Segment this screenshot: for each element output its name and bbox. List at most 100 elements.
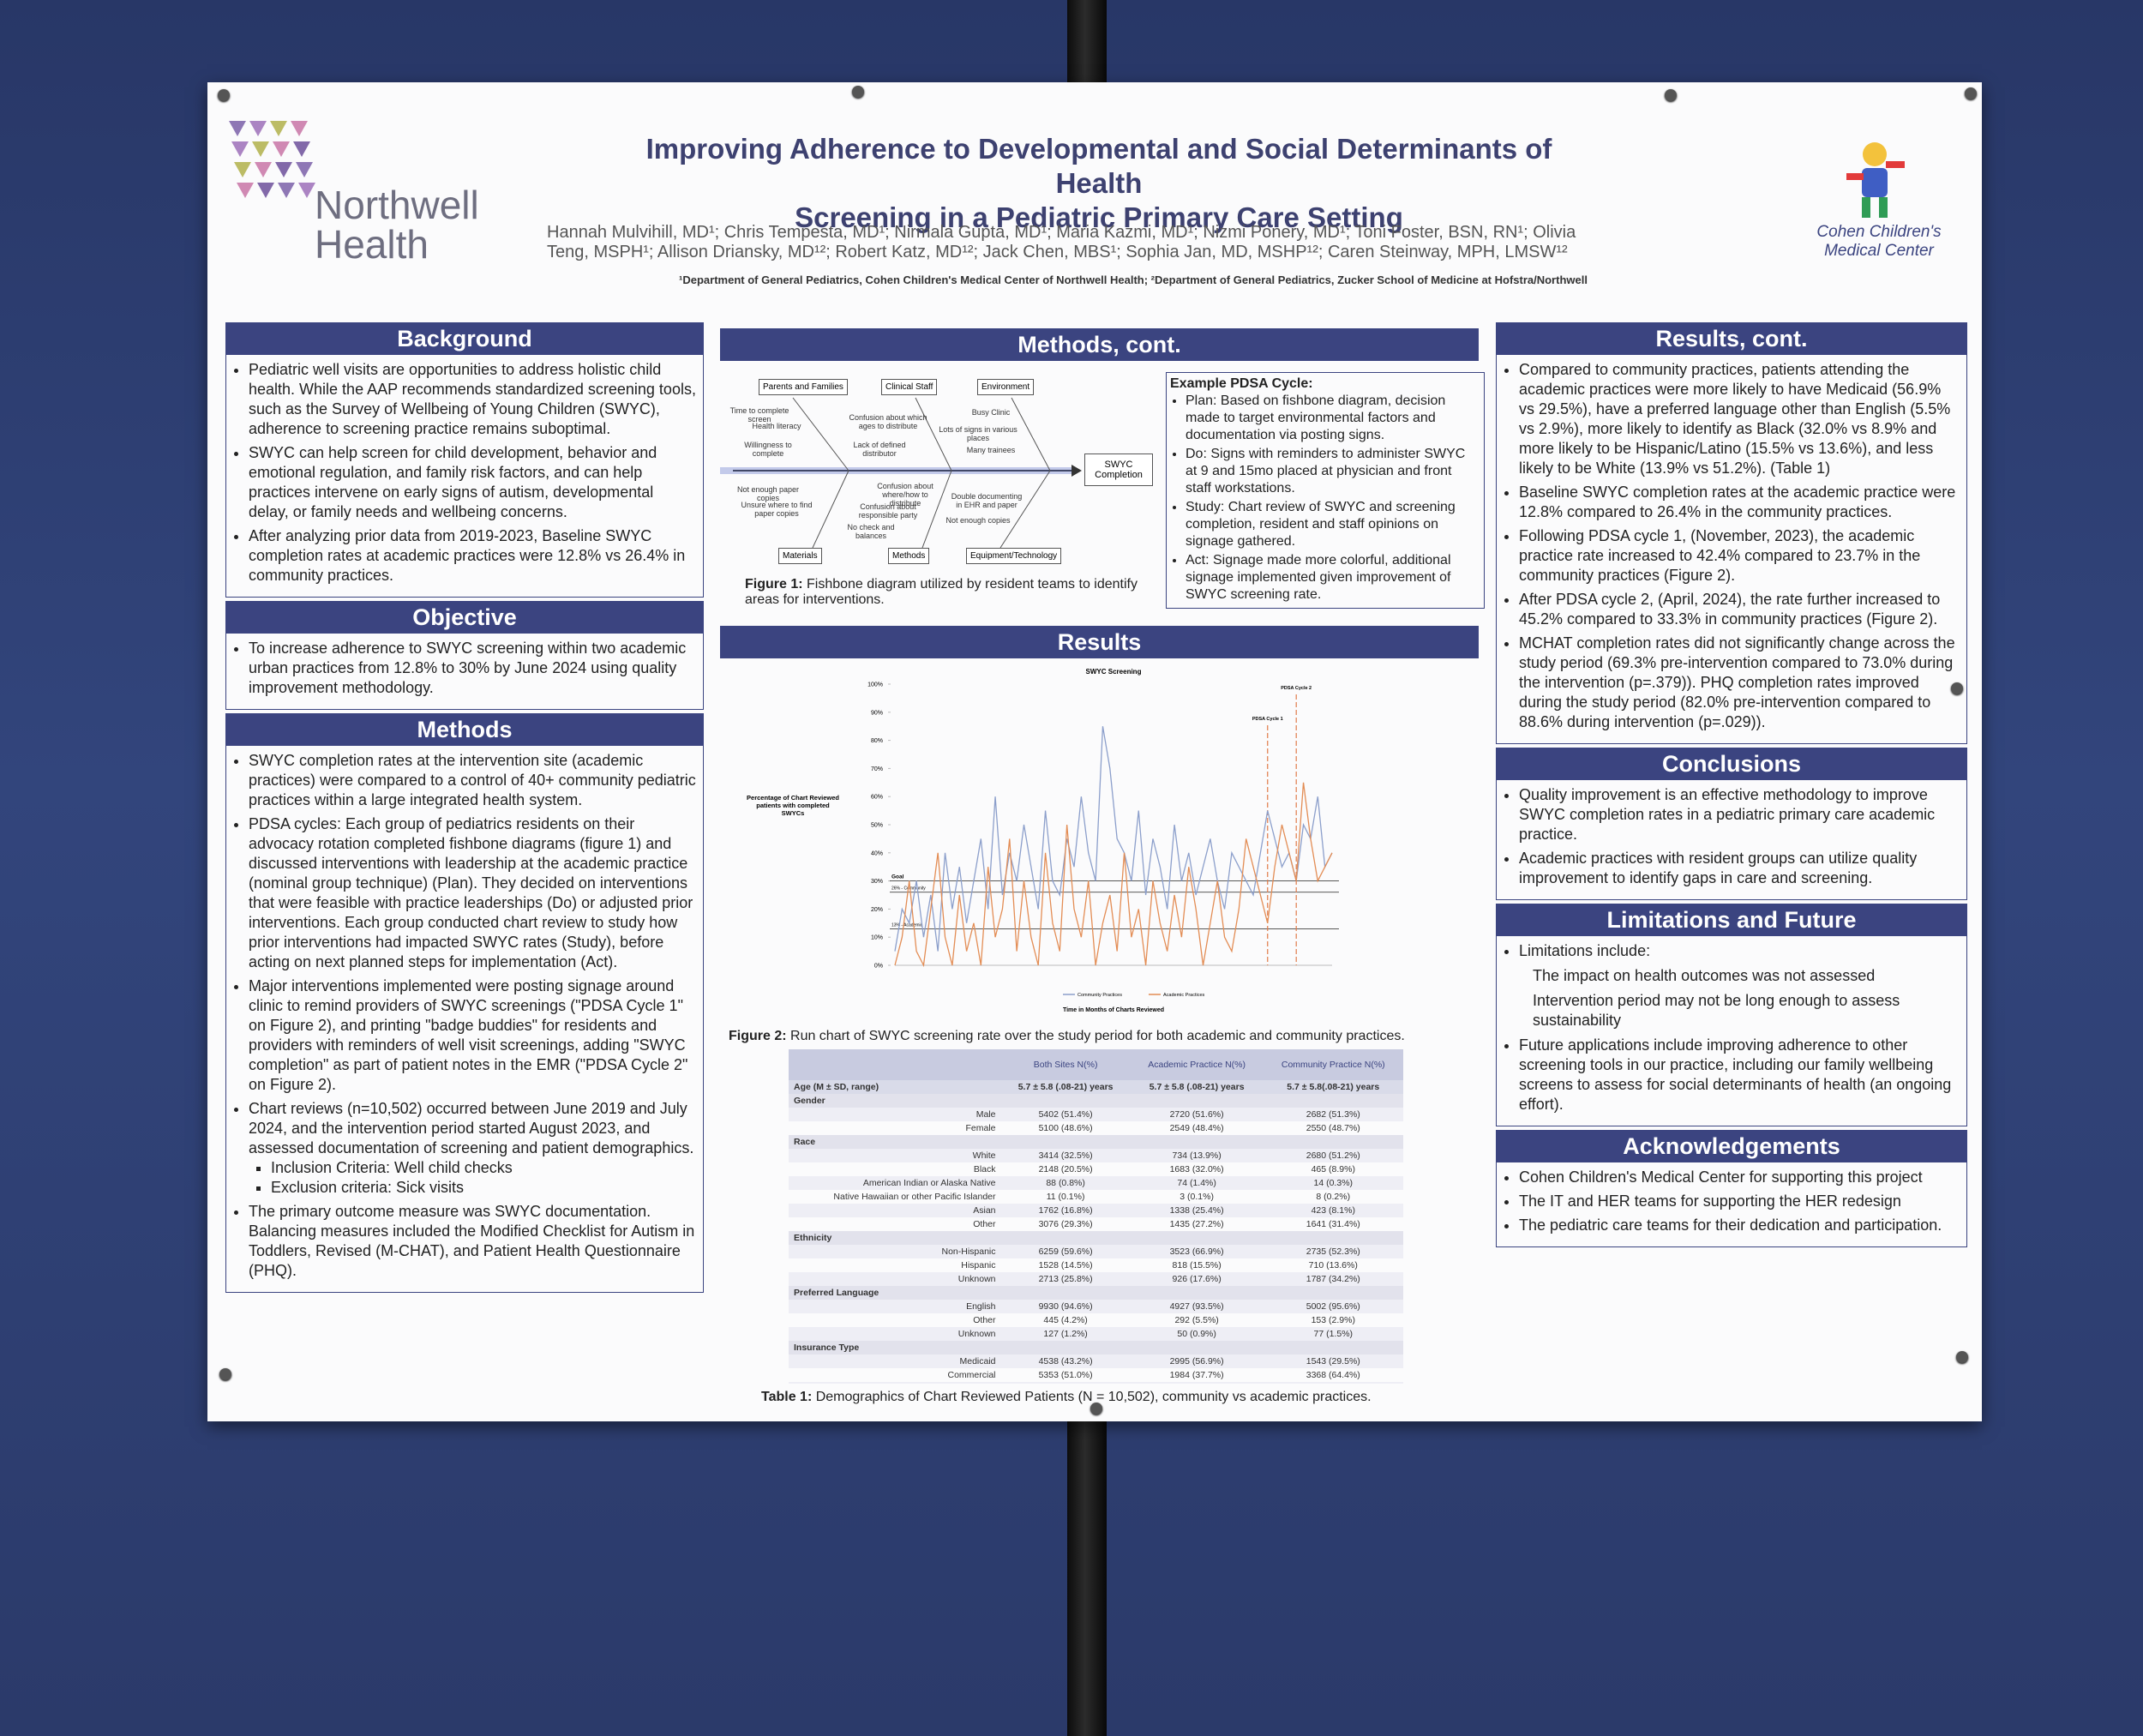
y-tick-label: 0% [874,964,883,970]
pdsa-heading: Example PDSA Cycle: [1170,376,1313,391]
cell: 734 (13.9%) [1172,1150,1222,1161]
table-row: Unknown 2713 (25.8%) 926 (17.6%) 1787 (34.2… [789,1272,1403,1286]
arrow-head [1072,465,1082,477]
cell: 818 (15.5%) [1172,1260,1222,1270]
logo-left: Northwell Health [315,185,479,264]
table-1: Both Sites N(%) Academic Practice N(%) Com… [789,1049,1403,1384]
fishbone-head: SWYC Completion [1084,454,1153,486]
cell: Female [965,1123,996,1133]
section-body: To increase adherence to SWYC screening … [225,634,704,710]
cell: 710 (13.6%) [1308,1260,1358,1270]
pin [219,1368,231,1380]
cell: Unknown [957,1329,996,1339]
cell: Commercial [947,1370,996,1380]
logo-triangle [231,141,249,157]
fishbone-category: Parents and Families [759,379,848,395]
cell: 1762 (16.8%) [1038,1205,1093,1216]
group-row: Insurance Type [789,1341,1403,1355]
author-line: Teng, MSPH¹; Allison Driansky, MD¹²; Rob… [547,243,1568,261]
poster: Northwell Health Improving Adherence to … [207,82,1982,1421]
y-tick-label: 40% [871,850,883,856]
pin [1951,682,1963,694]
pin [1090,1403,1102,1415]
cell: 4927 (93.5%) [1169,1301,1224,1312]
section-heading: Results [720,626,1479,658]
bullet-list: Plan: Based on fishbone diagram, decisio… [1170,393,1480,604]
section-heading: Background [225,322,704,355]
bullet: Chart reviews (n=10,502) occurred betwee… [249,1099,696,1198]
logo-triangle [257,183,274,198]
cell: 8 (0.2%) [1316,1192,1351,1202]
pin [218,89,230,101]
pdsa-label: PDSA Cycle 2 [1281,686,1312,691]
y-tick-label: 70% [871,766,883,772]
table-row: Native Hawaiian or other Pacific Islande… [789,1190,1403,1204]
group-name: Insurance Type [789,1341,1403,1355]
fishbone-category: Materials [778,548,822,564]
age-row: Age (M ± SD, range) 5.7 ± 5.8 (.08-21) ye… [789,1080,1403,1094]
cell: 5402 (51.4%) [1038,1109,1093,1120]
section-body: Pediatric well visits are opportunities … [225,355,704,598]
logo-triangle [270,121,287,136]
table-row: Other603 (5.7%)285 (5.4%)318 (6.1%) [789,1382,1403,1384]
cell: 5.7 ± 5.8(.08-21) years [1263,1080,1403,1094]
cell: 2713 (25.8%) [1038,1274,1093,1284]
table-row: Hispanic 1528 (14.5%) 818 (15.5%) 710 (13.6… [789,1258,1403,1272]
cell: 9930 (94.6%) [1038,1301,1093,1312]
left-column: Background Pediatric well visits are oppo… [225,322,704,1401]
group-row: Ethnicity [789,1231,1403,1245]
section-heading: Conclusions [1496,748,1967,780]
group-name: Ethnicity [789,1231,1403,1245]
shape [1846,173,1864,180]
bullet: Future applications include improving ad… [1519,1036,1960,1114]
caption-text: Fishbone diagram utilized by resident te… [745,577,1138,607]
logo-right: Cohen Children's Medical Center [1793,223,1965,261]
table-row: Non-Hispanic 6259 (59.6%) 3523 (66.9%) 2735… [789,1245,1403,1258]
legend-label: Academic Practices [1163,993,1205,998]
pin [1965,87,1977,99]
fishbone-lines [720,397,1082,549]
bullet: Academic practices with resident groups … [1519,849,1960,888]
figure-caption: Figure 1: Fishbone diagram utilized by r… [745,577,1156,608]
figure-caption: Figure 2: Run chart of SWYC screening ra… [729,1029,1483,1044]
group-name: Race [789,1135,1403,1149]
y-tick-label: 80% [871,738,883,744]
cell: 1435 (27.2%) [1169,1219,1224,1229]
table-row: Other 3076 (29.3%) 1435 (27.2%) 1641 (31.4%… [789,1217,1403,1231]
cell: 5.7 ± 5.8 (.08-21) years [1130,1080,1264,1094]
cell: Age (M ± SD, range) [789,1080,1001,1094]
pin [852,86,864,98]
cell: 127 (1.2%) [1043,1329,1088,1339]
cell: 2549 (48.4%) [1169,1123,1224,1133]
bullet: Study: Chart review of SWYC and screenin… [1186,499,1480,550]
pdsa-label: PDSA Cycle 1 [1252,717,1283,722]
caption-label: Table 1: [761,1390,813,1404]
rib [921,470,952,549]
cell: 50 (0.9%) [1177,1329,1216,1339]
rib [792,397,849,472]
cell: Other [973,1219,996,1229]
table-row: American Indian or Alaska Native 88 (0.8%… [789,1176,1403,1190]
cell: Male [975,1109,996,1120]
logo-triangle [249,121,267,136]
fishbone-category: Clinical Staff [881,379,938,395]
bullet-list: SWYC completion rates at the interventio… [230,751,696,1281]
cell: 1528 (14.5%) [1038,1260,1093,1270]
title-line: Screening in a Pediatric Primary Care Se… [795,201,1403,233]
bullet: Plan: Based on fishbone diagram, decisio… [1186,393,1480,444]
run-chart: SWYC Screening Percentage of Chart Review… [747,668,1339,1013]
caption-label: Figure 1: [745,577,803,592]
fishbone-cause: Time to complete screen [729,406,789,423]
cell: Non-Hispanic [941,1246,996,1257]
caption-text: Demographics of Chart Reviewed Patients … [812,1390,1372,1404]
fishbone-cause: Busy Clinic [971,408,1011,417]
y-tick-label: 60% [871,795,883,801]
fishbone-cause: Lots of signs in various places [939,425,1017,442]
cell: Black [973,1164,996,1174]
group-row: Gender [789,1094,1403,1108]
section-body: Compared to community practices, patient… [1496,355,1967,744]
table-row: Unknown 127 (1.2%) 50 (0.9%) 77 (1.5%) [789,1327,1403,1341]
cell: 5.7 ± 5.8 (.08-21) years [1000,1080,1131,1094]
bullet-list: Compared to community practices, patient… [1500,360,1960,732]
x-axis-label: Time in Months of Charts Reviewed [1063,1007,1164,1013]
